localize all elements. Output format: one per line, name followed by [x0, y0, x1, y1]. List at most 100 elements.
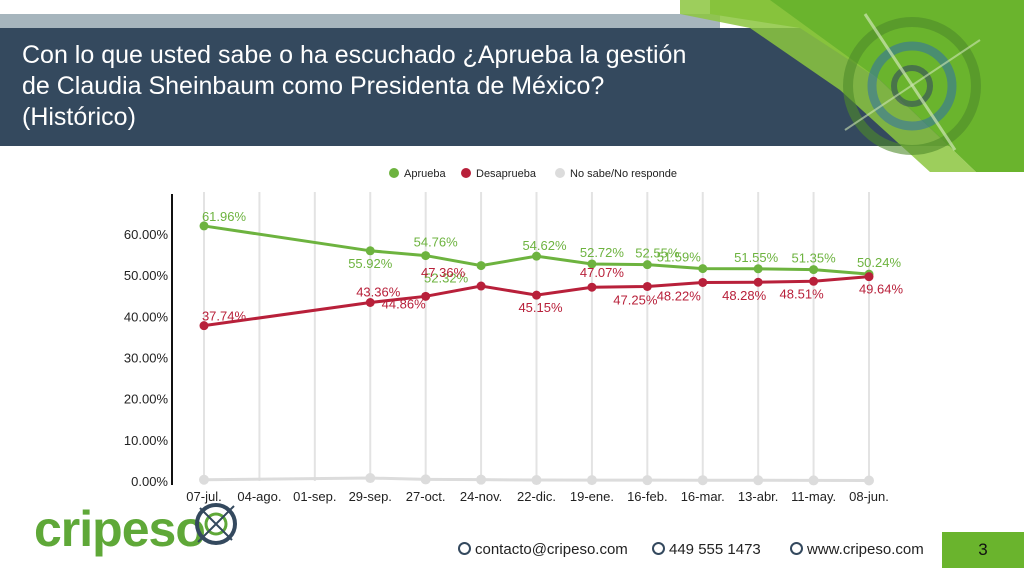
contact-website-text: www.cripeso.com — [807, 541, 924, 558]
data-point — [642, 475, 653, 486]
y-tick-label: 50.00% — [124, 268, 169, 283]
data-point — [753, 264, 763, 274]
data-point — [587, 259, 597, 269]
chart-legend: Aprueba Desaprueba No sabe/No responde — [389, 168, 677, 180]
x-tick-label: 27-oct. — [406, 489, 446, 504]
x-tick-label: 08-jun. — [849, 489, 889, 504]
data-label: 54.76% — [414, 235, 459, 250]
contact-phone[interactable]: 449 555 1473 — [652, 541, 761, 558]
x-tick-label: 24-nov. — [460, 489, 502, 504]
chart-grid — [203, 192, 870, 481]
x-tick-label: 01-sep. — [293, 489, 336, 504]
data-point — [864, 272, 874, 282]
data-point — [642, 281, 652, 291]
data-point — [532, 290, 541, 300]
data-point — [753, 277, 763, 287]
legend-swatch — [389, 168, 399, 178]
data-point — [753, 475, 764, 486]
data-label: 54.62% — [522, 238, 567, 253]
data-label: 48.22% — [657, 288, 702, 303]
contact-phone-text: 449 555 1473 — [669, 541, 761, 558]
x-tick-label: 07-jul. — [186, 489, 221, 504]
data-label: 50.24% — [857, 255, 902, 270]
legend-swatch — [461, 168, 471, 178]
data-point — [365, 473, 376, 484]
data-point — [809, 276, 819, 286]
globe-icon — [652, 542, 665, 555]
data-point — [476, 261, 486, 271]
legend-label: Desaprueba — [476, 168, 537, 180]
contact-website[interactable]: www.cripeso.com — [790, 541, 924, 558]
data-label: 47.25% — [613, 292, 658, 307]
data-label: 47.36% — [421, 265, 466, 280]
legend-swatch — [555, 168, 565, 178]
x-tick-label: 16-mar. — [681, 489, 725, 504]
x-tick-label: 22-dic. — [517, 489, 556, 504]
data-point — [587, 282, 597, 292]
legend-label: Aprueba — [404, 168, 446, 180]
top-accent-bar — [0, 14, 720, 28]
data-label: 44.86% — [382, 296, 427, 311]
y-tick-label: 60.00% — [124, 227, 169, 242]
data-point — [199, 221, 209, 231]
data-point — [698, 264, 708, 274]
data-point — [808, 475, 819, 486]
data-label: 48.51% — [780, 286, 825, 301]
y-tick-label: 40.00% — [124, 309, 169, 324]
data-label: 37.74% — [202, 309, 247, 324]
chart-plot-area: 61.96% 55.92% 54.76% 52.32% 54.62% 52.72% 52.5… — [199, 209, 903, 486]
data-label: 51.59% — [657, 250, 702, 265]
data-label: 43.36% — [356, 285, 401, 300]
x-tick-label: 13-abr. — [738, 489, 778, 504]
logo-wordmark: cripeso — [34, 501, 206, 557]
corner-decoration-icon — [680, 0, 1024, 172]
x-tick-label: 11-may. — [791, 489, 836, 504]
chart-axes: 0.00% 10.00% 20.00% 30.00% 40.00% 50.00% 60.00… — [124, 194, 889, 504]
data-label: 51.35% — [792, 251, 837, 266]
data-label: 47.07% — [580, 265, 625, 280]
x-tick-label: 16-feb. — [627, 489, 667, 504]
data-point — [476, 474, 487, 485]
y-tick-label: 20.00% — [124, 392, 169, 407]
data-label: 45.15% — [518, 300, 563, 315]
contact-email[interactable]: contacto@cripeso.com — [458, 541, 628, 558]
legend-label: No sabe/No responde — [570, 168, 677, 180]
data-point — [532, 251, 541, 261]
contact-email-text: contacto@cripeso.com — [475, 541, 628, 558]
y-tick-label: 0.00% — [131, 474, 168, 489]
data-point — [476, 281, 486, 291]
data-point — [586, 475, 597, 486]
data-label: 55.92% — [348, 256, 393, 271]
data-point — [199, 474, 209, 485]
data-point — [642, 260, 652, 270]
data-point — [809, 265, 819, 275]
data-label: 52.55% — [635, 246, 680, 261]
data-point — [199, 321, 209, 331]
data-point — [421, 251, 431, 261]
data-label: 61.96% — [202, 209, 247, 224]
globe-icon — [790, 542, 803, 555]
data-point — [864, 475, 874, 486]
x-tick-label: 29-sep. — [349, 489, 392, 504]
y-tick-label: 10.00% — [124, 433, 169, 448]
y-tick-label: 30.00% — [124, 351, 169, 366]
globe-icon — [458, 542, 471, 555]
data-label: 49.64% — [859, 282, 904, 297]
logo-target-icon — [195, 503, 237, 545]
data-point — [365, 246, 375, 256]
data-label: 52.72% — [580, 245, 625, 260]
data-point — [421, 291, 431, 301]
data-point — [531, 475, 542, 486]
x-tick-label: 04-ago. — [237, 489, 281, 504]
slide-title: Con lo que usted sabe o ha escuchado ¿Ap… — [22, 41, 687, 131]
data-point — [697, 475, 708, 486]
data-point — [420, 474, 431, 485]
approval-line-chart: Aprueba Desaprueba No sabe/No responde 0.0… — [124, 168, 903, 504]
page-number: 3 — [942, 532, 1024, 568]
data-point — [698, 277, 708, 287]
data-label: 52.32% — [424, 271, 469, 286]
data-label: 51.55% — [734, 250, 779, 265]
x-tick-label: 19-ene. — [570, 489, 614, 504]
data-label: 48.28% — [722, 288, 767, 303]
